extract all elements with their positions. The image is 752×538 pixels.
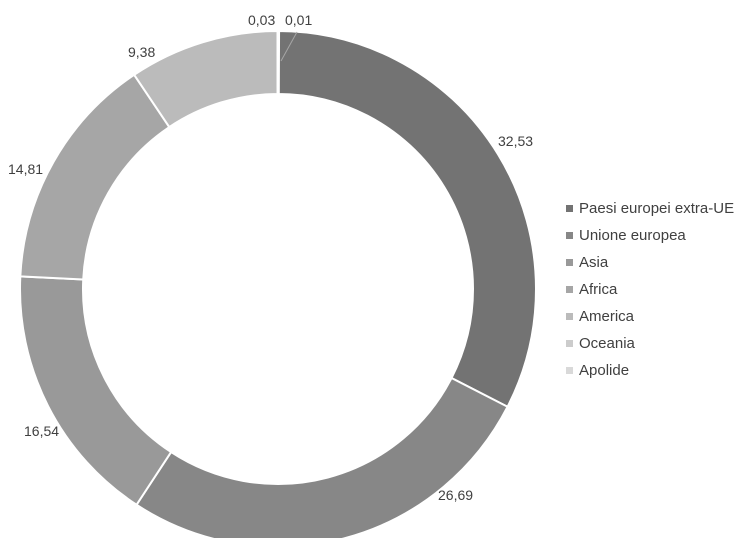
legend-item-africa: Africa xyxy=(566,276,734,303)
data-label-apolide: 0,01 xyxy=(285,12,312,28)
legend-item-asia: Asia xyxy=(566,249,734,276)
data-label-america: 9,38 xyxy=(128,44,155,60)
legend-item-oceania: Oceania xyxy=(566,330,734,357)
slice-africa xyxy=(19,73,171,281)
legend-swatch xyxy=(566,340,573,347)
legend-label: Africa xyxy=(579,281,618,298)
legend-swatch xyxy=(566,367,573,374)
data-label-unione-europea: 26,69 xyxy=(438,487,473,503)
legend-label: Unione europea xyxy=(579,227,686,244)
legend-label: America xyxy=(579,308,635,325)
data-label-africa: 14,81 xyxy=(8,161,43,177)
slice-paesi-europei-extra-ue xyxy=(277,29,537,409)
legend-swatch xyxy=(566,313,573,320)
legend-label: Oceania xyxy=(579,335,635,352)
legend-label: Paesi europei extra-UE xyxy=(579,200,735,217)
legend: Paesi europei extra-UE Unione europea Asia… xyxy=(566,195,734,384)
data-label-paesi-europei-extra-ue: 32,53 xyxy=(498,133,533,149)
legend-label: Apolide xyxy=(579,362,630,379)
legend-item-america: America xyxy=(566,303,734,330)
slice-unione-europea xyxy=(135,376,509,538)
leader-line-apolide xyxy=(280,31,298,62)
legend-label: Asia xyxy=(579,254,609,271)
legend-swatch xyxy=(566,286,573,293)
slice-oceania xyxy=(276,30,281,96)
legend-swatch xyxy=(566,232,573,239)
legend-item-paesi-europei-extra-ue: Paesi europei extra-UE xyxy=(566,195,734,222)
legend-item-unione-europea: Unione europea xyxy=(566,222,734,249)
legend-item-apolide: Apolide xyxy=(566,357,734,384)
data-label-oceania: 0,03 xyxy=(248,12,275,28)
legend-swatch xyxy=(566,205,573,212)
data-label-asia: 16,54 xyxy=(24,423,59,439)
legend-swatch xyxy=(566,259,573,266)
slice-asia xyxy=(19,275,173,507)
